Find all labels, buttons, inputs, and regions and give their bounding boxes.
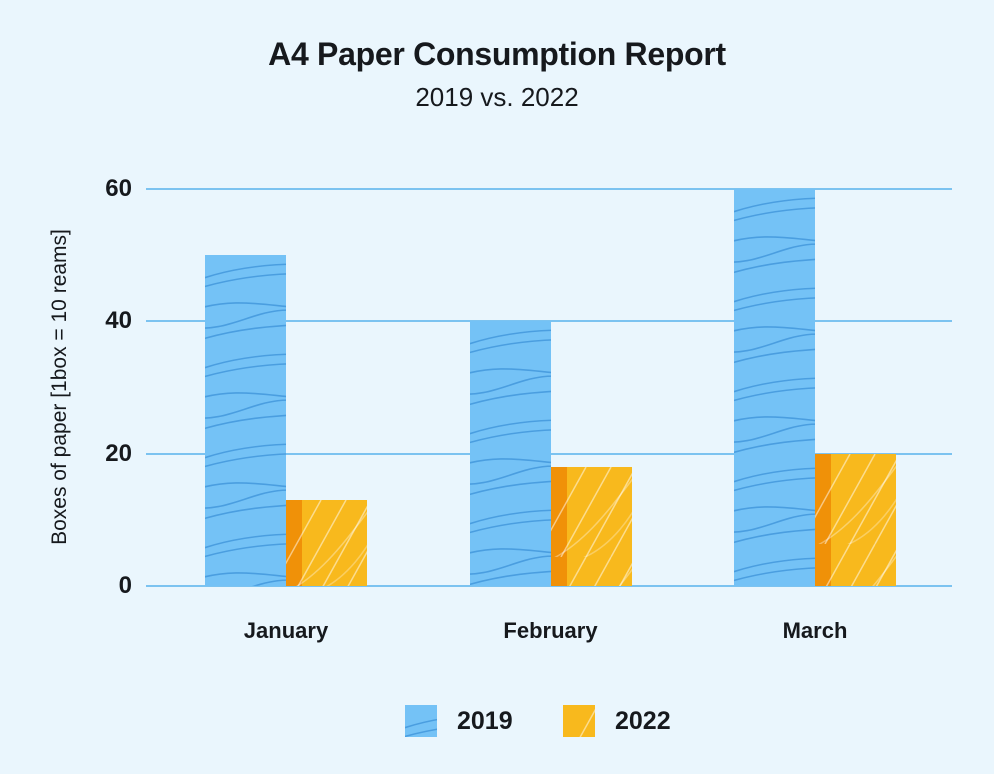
bar-2019-january: [205, 255, 286, 586]
gridline-0: [146, 585, 952, 587]
legend-swatch-2019: [405, 705, 437, 737]
x-axis-label-january: January: [243, 618, 329, 643]
y-axis-title: Boxes of paper [1box = 10 reams]: [48, 229, 71, 545]
bar-2022-january: [286, 499, 367, 586]
y-tick-label-20: 20: [105, 439, 132, 467]
legend: 2019 2022: [0, 705, 994, 741]
legend-swatch-2022: [563, 705, 595, 737]
y-tick-label-40: 40: [105, 307, 132, 335]
y-tick-label-0: 0: [118, 572, 132, 599]
x-axis-label-march: March: [782, 618, 848, 643]
bar-2019-february: [469, 321, 551, 586]
legend-item-2022: 2022: [563, 705, 671, 737]
bar-2022-march: [815, 453, 896, 586]
legend-item-2019: 2019: [405, 705, 513, 737]
bar-2022-february: [550, 466, 632, 586]
plot-area: [146, 188, 952, 587]
x-axis-label-february: February: [503, 618, 598, 643]
legend-label-2022: 2022: [615, 707, 671, 735]
chart-subtitle: 2019 vs. 2022: [415, 82, 579, 112]
legend-label-2019: 2019: [457, 707, 513, 735]
y-tick-label-60: 60: [105, 175, 132, 202]
bar-2019-march: [734, 189, 815, 586]
gridline-60: [146, 188, 952, 190]
chart-title: A4 Paper Consumption Report: [268, 36, 726, 72]
